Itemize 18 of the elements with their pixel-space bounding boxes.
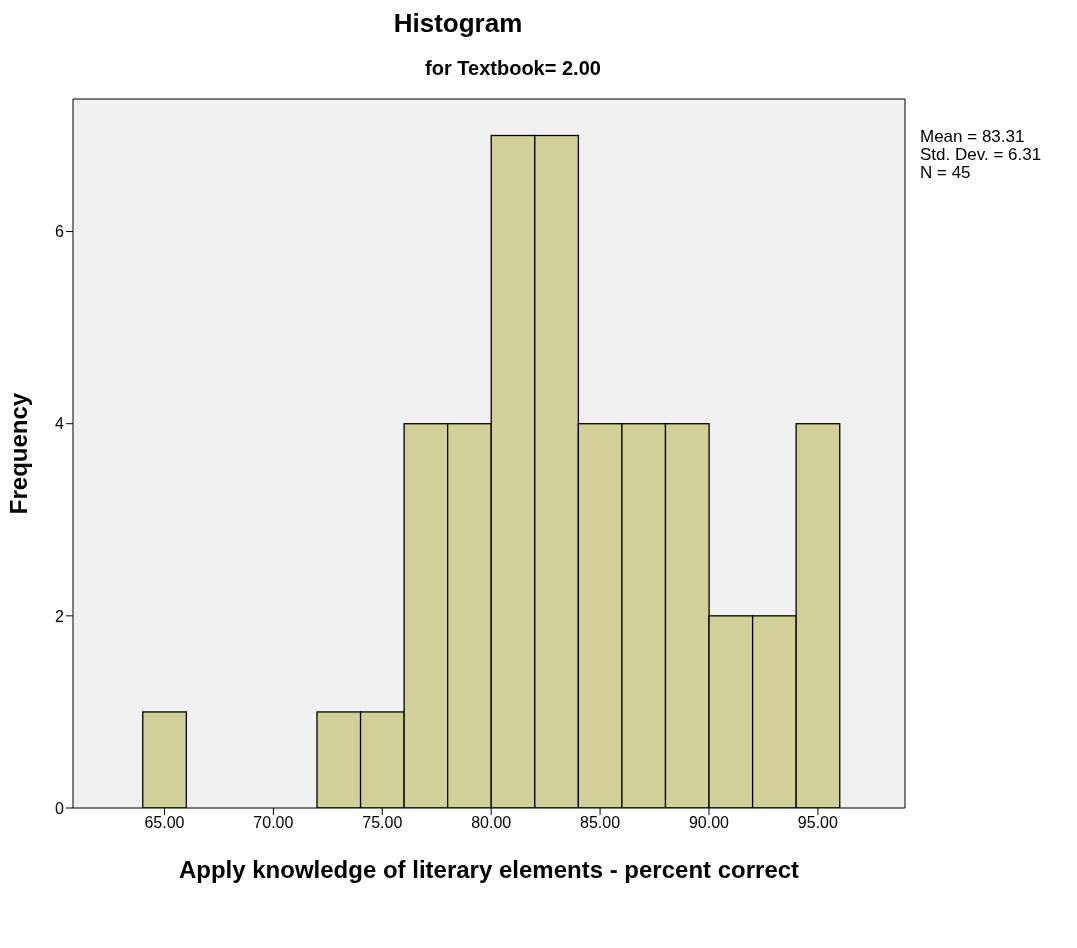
x-axis-title: Apply knowledge of literary elements - percent correct bbox=[178, 856, 800, 883]
x-tick-label: 85.00 bbox=[580, 814, 621, 832]
y-axis-title: Frequency bbox=[4, 392, 32, 515]
text: N = 45 bbox=[920, 163, 972, 182]
x-tick-label: 75.00 bbox=[362, 814, 403, 832]
x-tick-label: 65.00 bbox=[144, 814, 185, 832]
y-tick-label: 2 bbox=[55, 607, 65, 625]
x-tick-label: 95.00 bbox=[797, 814, 838, 832]
chart-title: Histogram bbox=[392, 8, 524, 39]
x-tick-label: 70.00 bbox=[253, 814, 294, 832]
chart-subtitle: for Textbook= 2.00 bbox=[424, 57, 602, 80]
x-tick-label: 80.00 bbox=[471, 814, 512, 832]
y-tick-label: 4 bbox=[55, 415, 65, 433]
x-tick-label: 90.00 bbox=[688, 814, 730, 832]
y-tick-label: 6 bbox=[55, 223, 65, 241]
text: Mean = 83.31 bbox=[920, 127, 1026, 146]
text: Std. Dev. = 6.31 bbox=[920, 145, 1042, 164]
y-tick-label: 0 bbox=[55, 799, 65, 817]
